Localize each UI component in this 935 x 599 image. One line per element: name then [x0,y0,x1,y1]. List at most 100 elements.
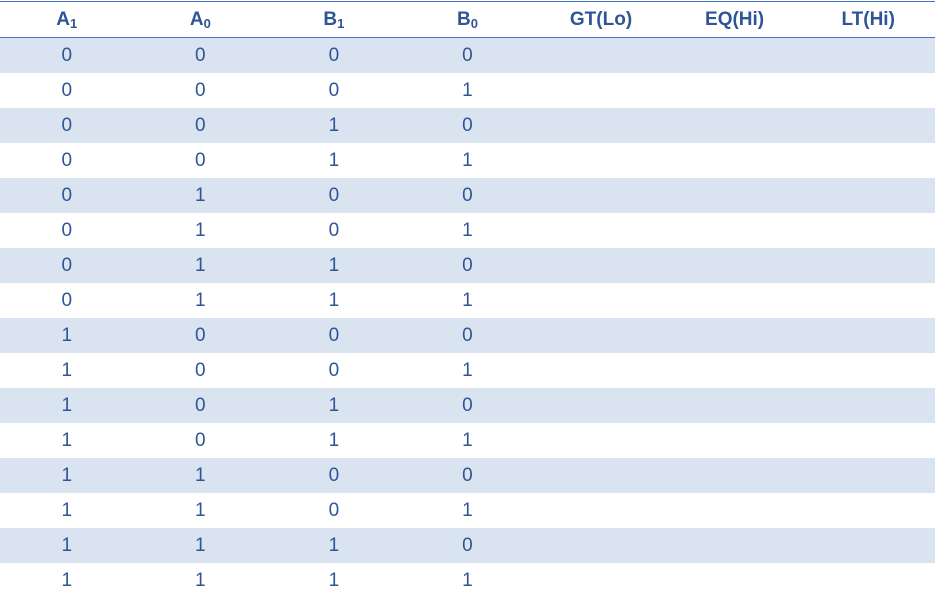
column-header: B0 [400,1,535,38]
table-cell: 0 [328,359,340,381]
table-cell: 1 [0,528,134,563]
table-cell [668,493,802,528]
table-cell: 1 [267,248,401,283]
table-cell: 0 [400,458,535,493]
table-cell [801,423,935,458]
table-cell [801,213,935,248]
table-cell: 1 [195,569,206,591]
table-cell: 0 [400,528,535,563]
table-row: 0 1 1 1 [0,283,935,318]
table-row: 0 0 1 1 [0,143,935,178]
table-cell: 0 [61,149,73,171]
table-cell: 0 [328,79,340,101]
table-cell: 1 [328,429,340,451]
header-label: LT(Hi) [841,8,895,30]
table-cell: 0 [195,429,206,451]
table-cell: 1 [61,429,73,451]
table-cell [534,388,668,423]
table-row: 0 0 0 1 [0,73,935,108]
header-label: B [456,8,471,30]
table-cell: 1 [267,528,401,563]
header-subscript: 1 [337,15,345,31]
table-cell: 0 [133,388,268,423]
table-cell: 1 [328,569,340,591]
table-cell: 1 [267,388,401,423]
table-cell [668,563,802,598]
table-cell [801,563,935,598]
table-cell: 0 [267,458,401,493]
table-cell [534,73,668,108]
table-cell [534,37,668,73]
table-cell: 0 [195,79,206,101]
table-cell [534,318,668,353]
header-subscript: 0 [470,15,478,31]
table-cell: 1 [195,499,206,521]
table-cell [534,493,668,528]
table-cell: 1 [61,359,73,381]
table-cell [801,353,935,388]
table-cell: 0 [0,178,134,213]
table-cell: 1 [462,79,473,101]
table-cell: 0 [400,318,535,353]
column-header: GT(Lo) [534,1,668,38]
table-cell [667,458,802,493]
column-header: A0 [133,1,268,38]
table-cell [534,178,668,213]
table-cell: 0 [267,37,401,73]
table-cell [534,108,668,143]
table-cell: 1 [195,219,206,241]
table-row: 1 0 0 1 [0,353,935,388]
table-row: 1 1 0 1 [0,493,935,528]
table-cell: 0 [400,178,535,213]
table-cell: 0 [61,289,73,311]
column-header: A1 [0,1,134,38]
table-cell [534,283,668,318]
table-cell: 0 [328,499,340,521]
table-cell: 1 [195,289,206,311]
table-cell: 1 [133,178,268,213]
table-cell [668,423,802,458]
table-cell [801,528,935,563]
table-cell [534,528,668,563]
table-row: 0 1 0 1 [0,213,935,248]
table-cell: 1 [133,248,268,283]
table-cell: 1 [0,388,134,423]
table-cell [801,37,935,73]
header-label: A [56,8,71,30]
table-cell [801,458,935,493]
table-cell [667,178,802,213]
table-cell: 0 [0,248,134,283]
table-cell: 0 [133,318,268,353]
table-cell [668,283,802,318]
table-cell: 0 [400,108,535,143]
table-cell: 1 [462,569,473,591]
table-cell: 0 [195,149,206,171]
table-cell: 1 [462,499,473,521]
table-cell [667,248,802,283]
table-cell: 0 [328,219,340,241]
table-cell [801,388,935,423]
table-cell: 1 [61,499,73,521]
table-cell: 1 [0,318,134,353]
header-label: EQ(Hi) [705,8,765,30]
table-cell [534,353,668,388]
table-cell: 1 [328,149,340,171]
table-cell: 1 [267,108,401,143]
table-cell [801,143,935,178]
column-header: EQ(Hi) [667,1,802,38]
table-cell [667,528,802,563]
table-cell [668,143,802,178]
table-cell: 0 [61,79,73,101]
table-cell: 0 [267,318,401,353]
table-cell [801,108,935,143]
header-row: A1 A0 B1 B0 GT(Lo) EQ(Hi) LT(Hi) [0,1,935,38]
table-cell [534,458,668,493]
table-cell: 1 [462,429,473,451]
table-cell: 1 [462,219,473,241]
